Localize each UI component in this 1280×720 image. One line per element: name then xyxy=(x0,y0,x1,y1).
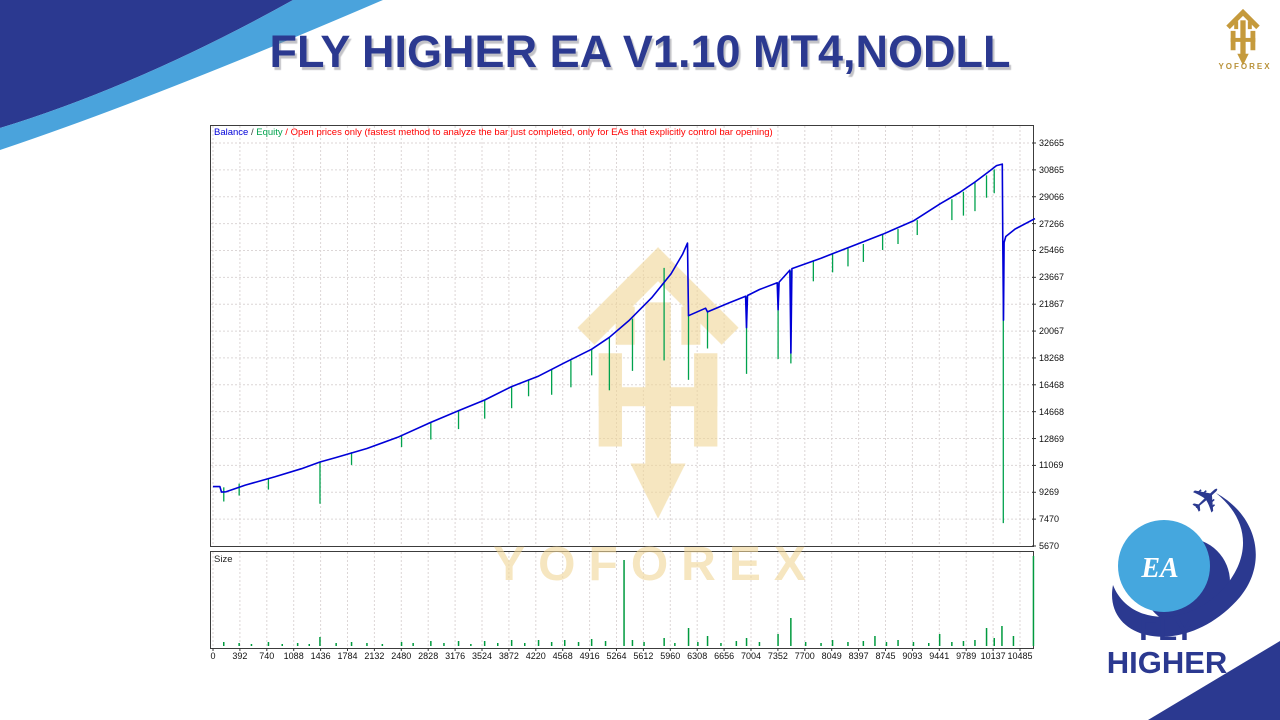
x-tick-label: 5960 xyxy=(660,651,681,661)
y-tick-label: 32665 xyxy=(1039,138,1065,148)
globe-shadow xyxy=(1142,538,1230,626)
x-tick-label: 6656 xyxy=(714,651,735,661)
legend-note: Open prices only (fastest method to anal… xyxy=(290,127,773,138)
x-tick-label: 2132 xyxy=(364,651,385,661)
x-tick-label: 5612 xyxy=(633,651,654,661)
x-tick-label: 740 xyxy=(259,651,275,661)
x-tick-label: 3872 xyxy=(498,651,519,661)
chart-legend: Balance / Equity / Open prices only (fas… xyxy=(214,127,773,139)
y-tick-label: 14668 xyxy=(1039,406,1065,417)
x-tick-label: 4568 xyxy=(552,651,573,661)
x-tick-label: 10485 xyxy=(1007,651,1033,661)
airplane-icon: ✈ xyxy=(1180,472,1234,527)
y-tick-label: 5670 xyxy=(1039,541,1060,551)
page-title: FLY HIGHER EA V1.10 MT4,NODLL xyxy=(269,26,1011,77)
x-tick-label: 1088 xyxy=(283,651,304,661)
x-tick-label: 9789 xyxy=(956,651,977,661)
y-tick-label: 11069 xyxy=(1039,460,1064,471)
corner-triangle xyxy=(1148,641,1280,720)
x-tick-label: 7700 xyxy=(794,651,815,661)
x-tick-label: 3524 xyxy=(471,651,493,661)
x-tick-label: 1784 xyxy=(337,651,358,661)
x-tick-label: 4220 xyxy=(525,651,546,661)
x-tick-label: 8745 xyxy=(875,651,896,661)
size-chart-panel xyxy=(210,551,1034,649)
y-tick-label: 20067 xyxy=(1039,326,1065,337)
size-panel-label: Size xyxy=(214,554,233,565)
yoforex-logo-text: YOFOREX xyxy=(1218,62,1272,71)
x-tick-label: 8397 xyxy=(848,651,869,661)
y-tick-label: 23667 xyxy=(1039,272,1065,283)
x-tick-label: 2480 xyxy=(391,651,412,661)
x-tick-label: 2828 xyxy=(418,651,439,661)
y-tick-label: 18268 xyxy=(1039,352,1065,363)
globe-icon xyxy=(1118,520,1210,612)
x-tick-label: 4916 xyxy=(579,651,600,661)
y-tick-label: 30865 xyxy=(1039,164,1065,175)
y-tick-label: 7470 xyxy=(1039,514,1060,525)
logo-line1: FLY xyxy=(1139,612,1195,647)
x-tick-label: 3176 xyxy=(445,651,466,661)
logo-line2: HIGHER xyxy=(1107,645,1228,680)
x-tick-label: 6308 xyxy=(687,651,708,661)
legend-balance: Balance xyxy=(214,127,249,138)
y-tick-label: 25466 xyxy=(1039,245,1065,256)
x-tick-label: 10137 xyxy=(980,651,1006,661)
y-tick-label: 9269 xyxy=(1039,487,1060,498)
x-tick-label: 392 xyxy=(232,651,248,661)
x-tick-label: 1436 xyxy=(310,651,331,661)
x-tick-label: 5264 xyxy=(606,651,627,661)
x-tick-label: 9093 xyxy=(902,651,923,661)
x-tick-label: 9441 xyxy=(929,651,950,661)
y-tick-label: 21867 xyxy=(1039,299,1065,310)
orbit-swoosh xyxy=(1112,493,1256,637)
legend-equity: Equity xyxy=(256,127,283,138)
y-tick-label: 16468 xyxy=(1039,379,1065,390)
x-tick-label: 8049 xyxy=(821,651,842,661)
ea-badge: EA xyxy=(1140,553,1178,584)
y-tick-label: 29066 xyxy=(1039,191,1065,202)
y-tick-label: 12869 xyxy=(1039,433,1065,444)
x-tick-label: 7004 xyxy=(740,651,762,661)
legend-separator: / xyxy=(282,127,291,138)
y-tick-label: 27266 xyxy=(1039,218,1065,229)
x-tick-label: 7352 xyxy=(767,651,788,661)
balance-chart-panel xyxy=(210,125,1034,547)
x-tick-label: 0 xyxy=(210,651,216,661)
